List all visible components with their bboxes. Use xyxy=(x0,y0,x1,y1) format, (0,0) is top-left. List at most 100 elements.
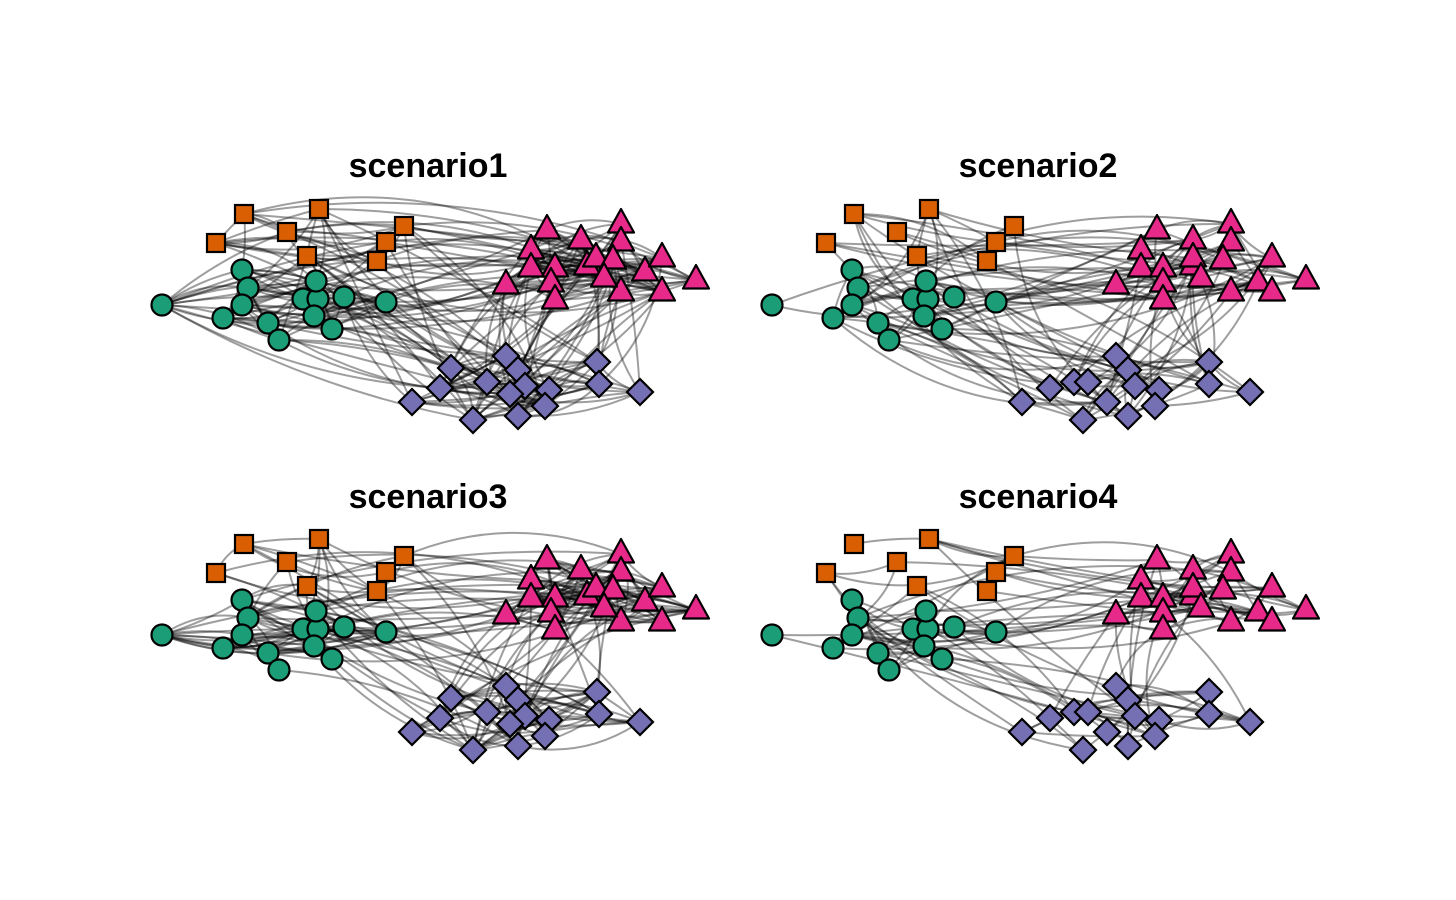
node-group2-square xyxy=(308,528,330,550)
node-group4-diamond xyxy=(1194,699,1224,729)
node-group3-triangle xyxy=(598,573,628,600)
network-edge xyxy=(215,236,378,262)
node-group1-circle xyxy=(914,269,938,293)
network-edge xyxy=(243,213,405,235)
network-edge xyxy=(286,230,387,243)
network-edge xyxy=(215,241,317,282)
network-edge xyxy=(941,327,1117,357)
node-group4-diamond xyxy=(495,379,525,409)
network-edge xyxy=(877,322,1084,421)
network-edge xyxy=(928,538,1136,717)
node-group1-circle xyxy=(877,658,901,682)
network-edge xyxy=(267,271,646,330)
network-edge xyxy=(343,296,413,403)
node-group3-triangle xyxy=(647,241,677,268)
node-group1-circle xyxy=(230,293,254,317)
network-edge xyxy=(278,669,519,747)
network-edge xyxy=(161,241,387,306)
network-edge xyxy=(247,583,597,619)
network-edge xyxy=(318,208,598,363)
node-group1-circle xyxy=(866,641,890,665)
node-group3-triangle xyxy=(532,543,562,570)
network-edge xyxy=(241,633,507,687)
node-group4-diamond xyxy=(584,369,614,399)
network-edge xyxy=(598,257,663,385)
network-edge xyxy=(877,322,1129,371)
network-edge xyxy=(247,555,405,619)
network-edge xyxy=(302,628,598,693)
node-group3-triangle xyxy=(1142,213,1172,240)
node-group3-triangle xyxy=(1178,571,1208,598)
panel-title-scenario1: scenario1 xyxy=(349,147,508,185)
network-edge xyxy=(313,282,552,319)
network-edge xyxy=(318,208,413,403)
node-group3-triangle xyxy=(1208,243,1238,270)
network-edge xyxy=(928,208,1084,421)
node-group1-circle xyxy=(866,311,890,335)
network-edge xyxy=(857,266,1142,289)
node-group3-triangle xyxy=(606,225,636,252)
panel-title-scenario3: scenario3 xyxy=(349,478,508,516)
network-edge xyxy=(472,291,622,421)
network-edge xyxy=(439,265,588,389)
network-edge xyxy=(161,231,288,306)
node-group2-square xyxy=(906,245,928,267)
node-group4-diamond xyxy=(1140,391,1170,421)
network-edge xyxy=(1114,614,1156,737)
network-edge xyxy=(912,579,1142,635)
network-edge xyxy=(986,590,1164,614)
node-group2-square xyxy=(375,561,397,583)
network-edge xyxy=(1049,614,1117,719)
network-edge xyxy=(385,241,488,383)
network-edge xyxy=(1087,597,1142,713)
node-group3-triangle xyxy=(606,605,636,632)
node-group2-square xyxy=(276,551,298,573)
node-group3-triangle xyxy=(540,283,570,310)
network-edge xyxy=(857,617,1023,733)
node-group2-square xyxy=(375,231,397,253)
node-group1-circle xyxy=(930,317,954,341)
network-edge xyxy=(851,595,1194,650)
node-group4-diamond xyxy=(1120,701,1150,731)
node-group1-circle xyxy=(230,623,254,647)
node-group2-square xyxy=(886,221,908,243)
network-edge xyxy=(472,291,663,421)
node-group2-square xyxy=(918,198,940,220)
node-group3-triangle xyxy=(1257,241,1287,268)
panel-title-scenario4: scenario4 xyxy=(959,478,1118,516)
network-edge xyxy=(1162,282,1273,294)
node-group1-circle xyxy=(332,615,356,639)
node-group3-triangle xyxy=(566,223,596,250)
node-group3-triangle xyxy=(516,581,546,608)
network-edge xyxy=(403,225,546,407)
network-edge xyxy=(302,628,519,747)
node-group1-circle xyxy=(912,634,936,658)
node-group1-circle xyxy=(877,328,901,352)
network-edge xyxy=(241,550,622,601)
node-group4-diamond xyxy=(1073,367,1103,397)
network-edge xyxy=(247,287,452,369)
network-edge xyxy=(953,296,1129,371)
network-edge xyxy=(928,208,1194,259)
node-group3-triangle xyxy=(1148,283,1178,310)
network-edge xyxy=(546,559,697,612)
node-group3-triangle xyxy=(1101,268,1131,295)
node-group4-diamond xyxy=(1235,377,1265,407)
node-group2-square xyxy=(985,561,1007,583)
network-edge xyxy=(505,609,697,625)
network-edge xyxy=(278,339,452,369)
node-group2-square xyxy=(276,221,298,243)
node-group2-square xyxy=(366,250,388,272)
network-edge xyxy=(620,241,641,393)
network-edge xyxy=(315,610,474,751)
network-edge xyxy=(278,339,441,389)
node-group3-triangle xyxy=(1243,595,1273,622)
node-group4-diamond xyxy=(472,697,502,727)
network-edge xyxy=(1013,555,1158,562)
network-edge xyxy=(530,579,663,623)
node-group1-circle xyxy=(332,285,356,309)
node-group4-diamond xyxy=(1068,405,1098,435)
network-edge xyxy=(486,702,641,723)
node-group1-circle xyxy=(912,304,936,328)
panel-title-scenario2: scenario2 xyxy=(959,147,1118,185)
